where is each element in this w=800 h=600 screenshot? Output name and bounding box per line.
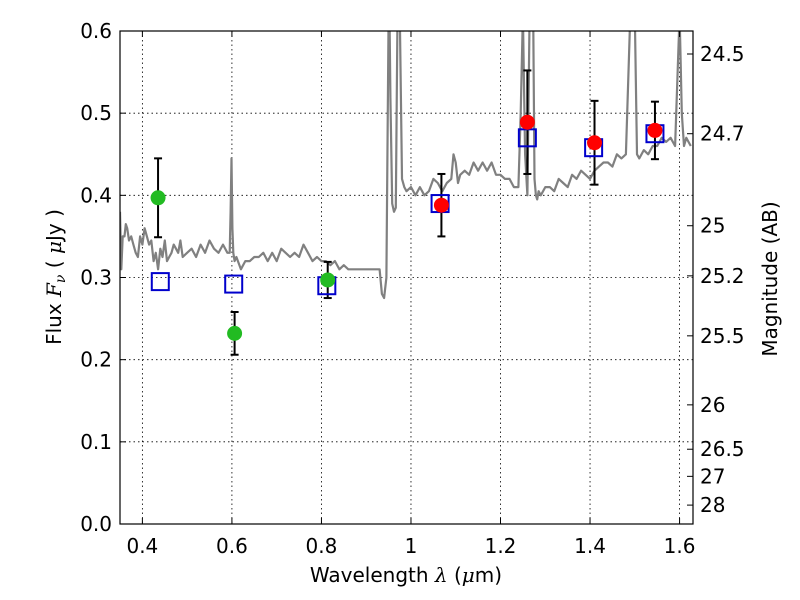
y2-tick-label: 25.5 [700,324,745,348]
photometry-point-red [587,135,603,151]
y-tick-label: 0.5 [80,101,112,125]
y-axis-ticks: 0.0 0.1 0.2 0.3 0.4 0.5 0.6 [80,19,126,536]
photometry-point-green [227,325,243,341]
y-tick-label: 0.1 [80,430,112,454]
y2-tick-label: 27 [700,464,725,488]
y-tick-label: 0.3 [80,266,112,290]
model-square [150,272,170,292]
y-tick-label: 0.6 [80,19,112,43]
photometry-point-red [519,114,535,130]
x-tick-label: 0.6 [216,534,248,558]
spectrum-line [120,31,692,300]
y-axis-title: Flux Fν ( μJy ) [42,209,69,345]
y-tick-label: 0.0 [80,512,112,536]
spectrum-layer [120,31,692,300]
y2-tick-label: 28 [700,493,725,517]
x-tick-label: 1.4 [574,534,606,558]
y-tick-label: 0.2 [80,348,112,372]
x-tick-label: 1.2 [485,534,517,558]
x-axis-title: Wavelength λ (μm) [310,563,502,587]
model-points [150,124,665,296]
grid [120,30,693,525]
photometry-points [150,114,663,341]
y2-axis-title: Magnitude (AB) [758,201,782,356]
model-square [224,274,244,294]
photometry-point-red [647,122,663,138]
y2-tick-label: 25 [700,214,725,238]
y2-tick-label: 26 [700,393,725,417]
photometry-point-green [320,272,336,288]
photometry-point-red [433,197,449,213]
photometry-point-green [150,190,166,206]
x-axis-ticks: 0.4 0.6 0.8 1 1.2 1.4 1.6 [126,31,695,558]
y2-tick-label: 25.2 [700,264,745,288]
x-tick-label: 0.4 [126,534,158,558]
y2-tick-label: 26.5 [700,437,745,461]
y2-tick-label: 24.7 [700,122,745,146]
y-tick-label: 0.4 [80,183,112,207]
x-tick-label: 0.8 [306,534,338,558]
y2-axis-ticks: 24.5 24.7 25 25.2 25.5 26 26.5 27 28 [687,42,745,517]
x-tick-label: 1.6 [664,534,696,558]
x-tick-label: 1 [405,534,418,558]
y2-tick-label: 24.5 [700,42,745,66]
